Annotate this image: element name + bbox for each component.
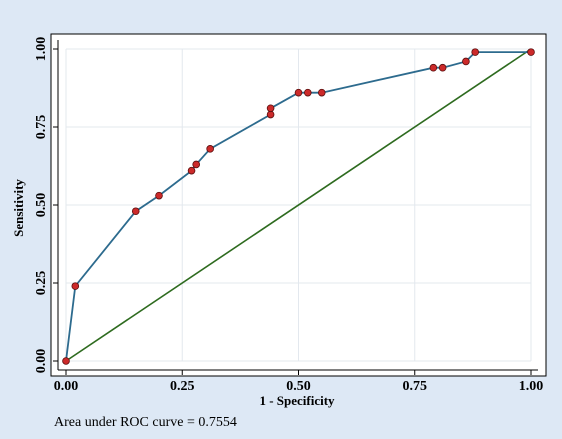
roc-point-marker	[192, 160, 201, 169]
roc-point-marker	[266, 110, 275, 119]
y-tick-label: 0.25	[34, 271, 49, 296]
roc-point-marker	[187, 166, 196, 175]
roc-point-marker	[429, 63, 438, 72]
y-tick-label: 0.50	[34, 193, 49, 218]
roc-point-marker	[438, 63, 447, 72]
roc-point-marker	[462, 57, 470, 66]
y-tick-label: 0.75	[34, 115, 49, 140]
roc-point-marker	[471, 48, 480, 56]
roc-point-marker	[71, 282, 80, 290]
x-tick-label: 0.50	[286, 379, 311, 394]
roc-point-marker	[62, 357, 70, 365]
roc-point-marker	[527, 48, 535, 56]
y-axis-title: Sensitivity	[11, 179, 26, 237]
series	[62, 48, 535, 365]
roc-point-marker	[155, 191, 163, 200]
roc-point-marker	[131, 207, 140, 216]
y-tick-label: 0.00	[34, 349, 49, 374]
x-tick-label: 0.25	[170, 379, 195, 394]
reference-line	[65, 48, 532, 362]
x-tick-label: 0.75	[403, 379, 428, 394]
ticks: 0.00 0.25 0.50 0.75 1.00 0.00 0.25 0.50 0.75 1.00	[34, 37, 543, 394]
roc-point-marker	[317, 88, 326, 97]
roc-point-marker	[206, 145, 214, 153]
x-axis-title: 1 - Specificity	[259, 393, 335, 408]
roc-point-marker	[303, 88, 312, 97]
roc-point-marker	[266, 104, 275, 113]
auc-note: Area under ROC curve = 0.7554	[54, 415, 237, 430]
roc-point-marker	[294, 88, 303, 97]
y-tick-label: 1.00	[34, 37, 49, 62]
x-tick-label: 1.00	[519, 379, 544, 394]
x-tick-label: 0.00	[54, 379, 79, 394]
